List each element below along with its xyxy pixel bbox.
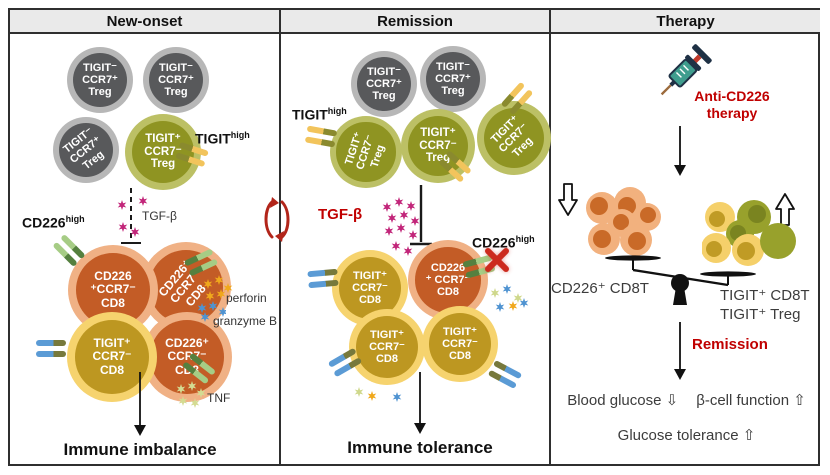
inhibition-arrow-solid — [410, 185, 432, 246]
blood-glucose-label: Blood glucose ⇩ — [567, 392, 679, 409]
tigit-high-label: TIGIThigh — [195, 130, 250, 147]
outcome-immune-tolerance: Immune tolerance — [347, 438, 493, 457]
figure-frame — [8, 8, 820, 466]
down-arrow — [674, 322, 686, 380]
balance-scale — [605, 255, 756, 305]
glucose-tolerance-label: Glucose tolerance ⇧ — [617, 427, 756, 444]
tigit-high-label: TIGIThigh — [292, 106, 347, 123]
header-remission: Remission — [281, 10, 551, 34]
therapy-effects-line1: Blood glucose ⇩ β-cell function ⇧ — [551, 391, 822, 409]
cd8-tigit-cell: TIGIT⁺ CCR7⁻ CD8 — [67, 312, 157, 402]
tigit-receptor-icon — [36, 340, 66, 357]
header-new-onset: New-onset — [10, 10, 281, 34]
cd8-cd226-cell: CD226⁺ CCR7⁻ CD8 — [142, 312, 232, 402]
tgf-beta-label: TGF-β — [318, 206, 363, 223]
anti-cd226-therapy-label: Anti-CD226 therapy — [694, 88, 770, 121]
cytokine-stars — [490, 284, 529, 312]
down-arrow — [414, 372, 426, 434]
outcome-immune-imbalance: Immune imbalance — [63, 440, 217, 459]
panel-divider-2 — [549, 10, 551, 466]
treg-olive-cell: TIGIT⁺ CCR7⁻ Treg — [330, 116, 402, 188]
reversible-arrows-icon — [264, 197, 290, 242]
cd8-cd226-cell: CD226 ⁺ CCR7⁻ CD8 — [408, 240, 488, 320]
tnf-label: TNF — [207, 391, 231, 405]
cd226-high-label: CD226high — [22, 214, 85, 231]
cd226-high-label: CD226high — [472, 234, 535, 251]
treg-gray-cell: TIGIT⁻ CCR7⁺ Treg — [53, 117, 119, 183]
decrease-outline-arrow-icon — [558, 183, 578, 216]
treg-olive-cell: TIGIT⁺ CCR7⁻ Treg — [401, 109, 475, 183]
treg-gray-cell: TIGIT⁻ CCR7⁺ Treg — [67, 47, 133, 113]
cd8-tigit-cell: TIGIT⁺ CCR7⁻ CD8 — [349, 309, 425, 385]
remission-label: Remission — [692, 336, 768, 353]
tgf-beta-label: TGF-β — [142, 209, 177, 223]
treg-gray-cell: TIGIT⁻ CCR7⁺ Treg — [143, 47, 209, 113]
treg-gray-cell: TIGIT⁻ CCR7⁺ Treg — [351, 51, 417, 117]
treg-olive-cell: TIGIT⁺ CCR7⁻ Treg — [125, 114, 201, 190]
tnf-stars — [176, 381, 206, 408]
cd226-cd8t-cell-cluster — [586, 187, 661, 256]
blocked-x-icon — [485, 248, 509, 272]
cd226-cd8t-label: CD226⁺ CD8T — [551, 280, 649, 297]
down-arrow — [674, 126, 686, 176]
cytokine-stars — [354, 387, 402, 402]
tigit-receptor-icon — [307, 268, 339, 289]
treg-gray-cell: TIGIT⁻ CCR7⁺ Treg — [420, 46, 486, 112]
granzyme-b-label: granzyme B — [213, 314, 278, 328]
inhibition-arrow-dashed — [121, 188, 141, 244]
beta-cell-function-label: β-cell function ⇧ — [696, 392, 806, 409]
treg-olive-cell: TIGIT⁺ CCR7⁻ Treg — [477, 101, 551, 175]
tigit-cell-cluster — [702, 200, 796, 266]
syringe-icon — [660, 44, 712, 96]
tigit-cells-label: TIGIT⁺ CD8T TIGIT⁺ Treg — [720, 287, 810, 323]
cd8-tigit-cell: TIGIT⁺ CCR7⁻ CD8 — [422, 306, 498, 382]
header-therapy: Therapy — [551, 10, 820, 34]
perforin-label: perforin — [226, 291, 267, 305]
header-row: New-onset Remission Therapy — [10, 10, 820, 34]
down-arrow — [134, 372, 146, 436]
